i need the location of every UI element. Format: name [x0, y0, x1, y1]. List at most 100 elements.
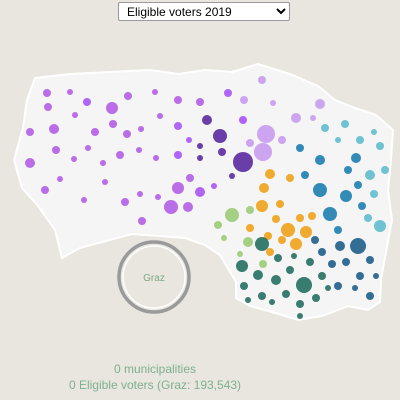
municipality-bubble[interactable]: [246, 139, 254, 147]
municipality-bubble[interactable]: [373, 273, 379, 279]
metric-dropdown[interactable]: Eligible voters 2019: [118, 2, 290, 21]
municipality-bubble[interactable]: [138, 217, 146, 225]
municipality-bubble[interactable]: [278, 236, 286, 244]
municipality-bubble[interactable]: [315, 155, 325, 165]
municipality-bubble[interactable]: [296, 214, 304, 222]
municipality-bubble[interactable]: [341, 120, 349, 128]
municipality-bubble[interactable]: [240, 282, 248, 290]
municipality-bubble[interactable]: [81, 197, 87, 203]
municipality-bubble[interactable]: [152, 89, 158, 95]
municipality-bubble[interactable]: [300, 226, 312, 238]
municipality-bubble[interactable]: [71, 156, 77, 162]
municipality-bubble[interactable]: [313, 183, 327, 197]
municipality-bubble[interactable]: [102, 179, 108, 185]
municipality-bubble[interactable]: [334, 226, 342, 234]
municipality-bubble[interactable]: [214, 221, 222, 229]
municipality-bubble[interactable]: [172, 182, 184, 194]
municipality-bubble[interactable]: [240, 96, 248, 104]
municipality-bubble[interactable]: [26, 128, 34, 136]
municipality-bubble[interactable]: [229, 173, 235, 179]
municipality-bubble[interactable]: [266, 248, 274, 256]
municipality-bubble[interactable]: [264, 232, 272, 240]
municipality-bubble[interactable]: [123, 130, 131, 138]
municipality-bubble[interactable]: [340, 190, 352, 202]
municipality-bubble[interactable]: [286, 266, 294, 274]
municipality-bubble[interactable]: [138, 126, 144, 132]
municipality-bubble[interactable]: [371, 129, 377, 135]
municipality-bubble[interactable]: [174, 96, 182, 104]
municipality-bubble[interactable]: [213, 129, 227, 143]
municipality-bubble[interactable]: [43, 89, 51, 97]
municipality-bubble[interactable]: [259, 260, 267, 268]
municipality-bubble[interactable]: [335, 241, 345, 251]
municipality-bubble[interactable]: [186, 137, 192, 143]
municipality-bubble[interactable]: [296, 300, 304, 308]
municipality-bubble[interactable]: [281, 223, 295, 237]
municipality-bubble[interactable]: [342, 258, 350, 266]
municipality-bubble[interactable]: [272, 215, 280, 223]
municipality-bubble[interactable]: [57, 176, 63, 182]
municipality-bubble[interactable]: [174, 151, 182, 159]
municipality-bubble[interactable]: [196, 98, 204, 106]
municipality-bubble[interactable]: [233, 152, 253, 172]
municipality-bubble[interactable]: [344, 166, 352, 174]
municipality-bubble[interactable]: [323, 207, 337, 221]
municipality-bubble[interactable]: [72, 112, 78, 118]
municipality-bubble[interactable]: [153, 155, 159, 161]
municipality-bubble[interactable]: [318, 272, 326, 280]
municipality-bubble[interactable]: [296, 144, 304, 152]
municipality-bubble[interactable]: [121, 198, 129, 206]
graz-circle[interactable]: [117, 240, 191, 314]
municipality-bubble[interactable]: [239, 116, 247, 124]
municipality-bubble[interactable]: [274, 254, 282, 262]
municipality-bubble[interactable]: [67, 89, 73, 95]
municipality-bubble[interactable]: [270, 100, 276, 106]
municipality-bubble[interactable]: [366, 292, 374, 300]
municipality-bubble[interactable]: [364, 214, 372, 222]
municipality-bubble[interactable]: [256, 200, 268, 212]
municipality-bubble[interactable]: [218, 148, 226, 156]
municipality-bubble[interactable]: [358, 202, 366, 210]
municipality-bubble[interactable]: [100, 160, 106, 166]
municipality-bubble[interactable]: [351, 153, 361, 163]
municipality-bubble[interactable]: [325, 285, 331, 291]
municipality-bubble[interactable]: [136, 147, 142, 153]
municipality-bubble[interactable]: [352, 285, 358, 291]
municipality-bubble[interactable]: [197, 143, 203, 149]
municipality-bubble[interactable]: [334, 282, 342, 290]
municipality-bubble[interactable]: [350, 238, 366, 254]
municipality-bubble[interactable]: [211, 183, 217, 189]
municipality-bubble[interactable]: [155, 194, 161, 200]
municipality-bubble[interactable]: [259, 183, 269, 193]
municipality-bubble[interactable]: [195, 187, 205, 197]
municipality-bubble[interactable]: [183, 202, 193, 212]
municipality-bubble[interactable]: [243, 237, 253, 247]
municipality-bubble[interactable]: [41, 186, 49, 194]
municipality-bubble[interactable]: [310, 115, 316, 121]
municipality-bubble[interactable]: [291, 113, 301, 123]
municipality-bubble[interactable]: [221, 235, 227, 241]
municipality-bubble[interactable]: [318, 248, 326, 256]
municipality-bubble[interactable]: [116, 151, 124, 159]
municipality-bubble[interactable]: [174, 122, 182, 130]
graz-marker[interactable]: Graz: [117, 240, 191, 314]
municipality-bubble[interactable]: [315, 99, 325, 109]
municipality-bubble[interactable]: [109, 120, 117, 128]
municipality-bubble[interactable]: [124, 92, 132, 100]
municipality-bubble[interactable]: [271, 275, 281, 285]
municipality-bubble[interactable]: [297, 313, 303, 319]
municipality-bubble[interactable]: [308, 212, 316, 220]
municipality-bubble[interactable]: [197, 155, 203, 161]
municipality-bubble[interactable]: [356, 272, 364, 280]
municipality-bubble[interactable]: [236, 260, 248, 272]
municipality-bubble[interactable]: [365, 170, 375, 180]
municipality-bubble[interactable]: [186, 174, 194, 182]
municipality-bubble[interactable]: [278, 136, 286, 144]
municipality-bubble[interactable]: [265, 169, 275, 179]
municipality-bubble[interactable]: [253, 270, 263, 280]
municipality-bubble[interactable]: [254, 143, 272, 161]
municipality-bubble[interactable]: [246, 206, 254, 214]
municipality-bubble[interactable]: [52, 146, 60, 154]
municipality-bubble[interactable]: [376, 142, 384, 150]
municipality-bubble[interactable]: [335, 137, 341, 143]
